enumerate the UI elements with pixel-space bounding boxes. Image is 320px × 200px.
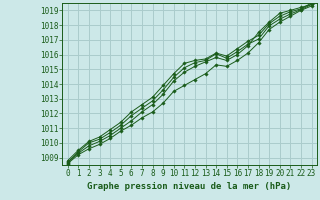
- X-axis label: Graphe pression niveau de la mer (hPa): Graphe pression niveau de la mer (hPa): [87, 182, 292, 191]
